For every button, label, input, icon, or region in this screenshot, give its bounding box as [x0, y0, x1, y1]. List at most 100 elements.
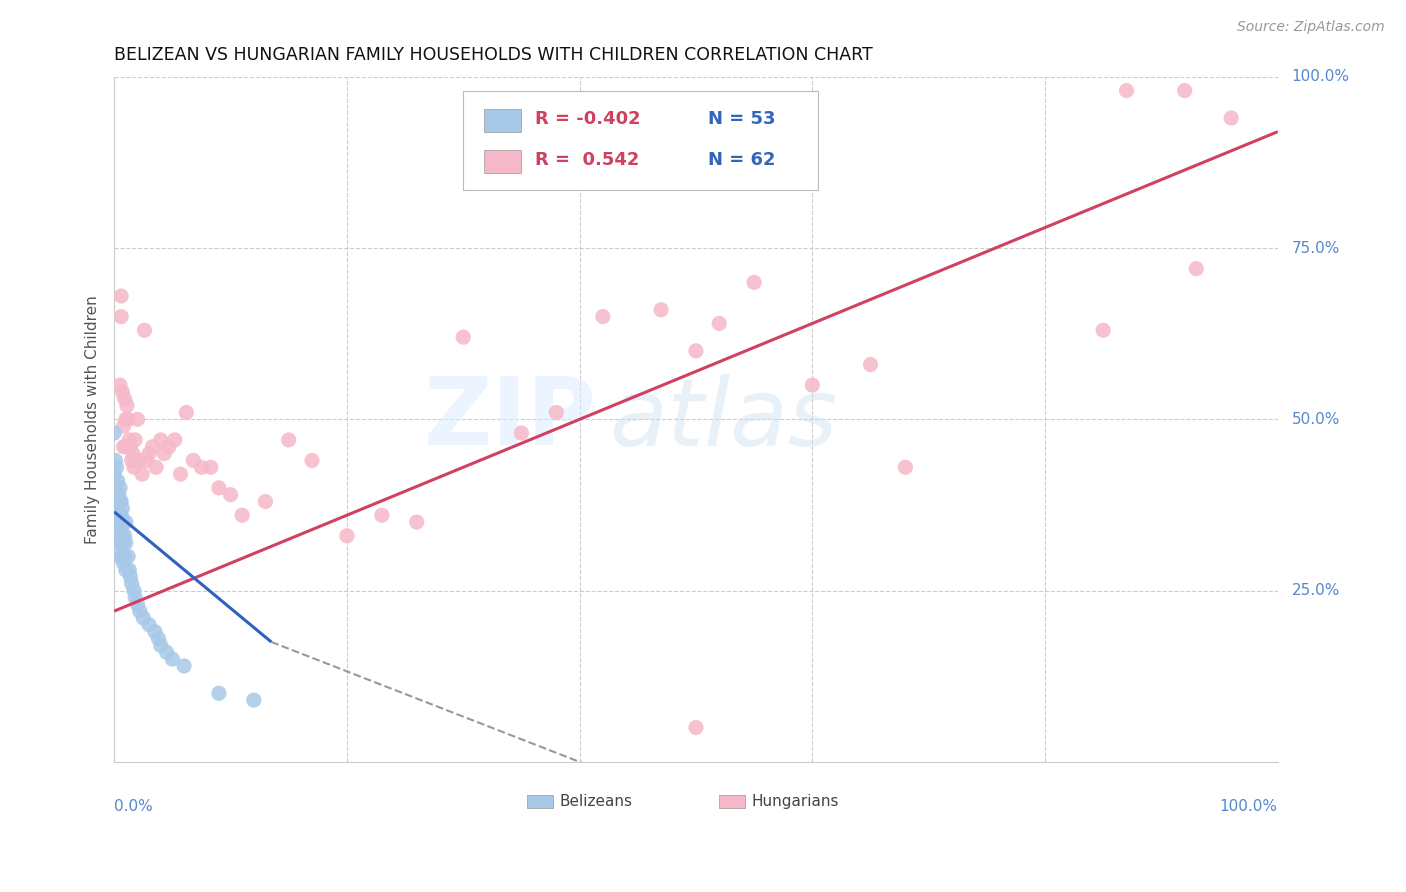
Point: [208, 481, 231, 495]
Point: [110, 494, 132, 508]
Point: [131, 467, 153, 482]
Point: [104, 453, 127, 467]
Point: [111, 501, 134, 516]
Point: [108, 535, 131, 549]
Point: [149, 433, 172, 447]
Point: [105, 494, 128, 508]
Point: [108, 522, 131, 536]
Point: [742, 276, 765, 290]
Text: 75.0%: 75.0%: [1292, 241, 1340, 256]
Point: [125, 453, 148, 467]
Point: [103, 467, 125, 482]
Point: [114, 549, 136, 564]
Point: [121, 446, 143, 460]
Text: Hungarians: Hungarians: [752, 794, 839, 809]
Point: [104, 481, 127, 495]
Point: [1174, 84, 1197, 98]
Point: [142, 440, 165, 454]
Text: BELIZEAN VS HUNGARIAN FAMILY HOUSEHOLDS WITH CHILDREN CORRELATION CHART: BELIZEAN VS HUNGARIAN FAMILY HOUSEHOLDS …: [114, 46, 873, 64]
Point: [108, 535, 131, 549]
Point: [121, 576, 143, 591]
Point: [138, 617, 160, 632]
Point: [155, 645, 177, 659]
Point: [122, 460, 145, 475]
Point: [1220, 111, 1243, 125]
Point: [110, 289, 132, 303]
Point: [127, 597, 149, 611]
Point: [143, 624, 166, 639]
Point: [451, 330, 474, 344]
Point: [114, 392, 136, 406]
Point: [650, 302, 672, 317]
Text: N = 53: N = 53: [707, 111, 775, 128]
Point: [859, 358, 882, 372]
Point: [592, 310, 614, 324]
Point: [112, 515, 135, 529]
Point: [231, 508, 253, 523]
Text: atlas: atlas: [609, 374, 837, 465]
Point: [122, 583, 145, 598]
Point: [117, 412, 139, 426]
Point: [108, 508, 131, 523]
Point: [108, 522, 131, 536]
Text: 100.0%: 100.0%: [1292, 70, 1350, 85]
Point: [173, 659, 195, 673]
Point: [894, 460, 917, 475]
Point: [107, 515, 129, 529]
Point: [115, 399, 138, 413]
Point: [153, 446, 176, 460]
Point: [107, 501, 129, 516]
Point: [336, 529, 359, 543]
Point: [108, 481, 131, 495]
Point: [138, 446, 160, 460]
FancyBboxPatch shape: [527, 795, 553, 808]
Point: [124, 591, 146, 605]
Point: [124, 433, 146, 447]
Point: [120, 440, 142, 454]
Point: [108, 488, 131, 502]
Point: [114, 563, 136, 577]
Point: [112, 556, 135, 570]
Point: [105, 460, 128, 475]
Point: [1115, 84, 1137, 98]
Point: [546, 405, 568, 419]
Text: 50.0%: 50.0%: [1292, 412, 1340, 427]
Point: [112, 440, 135, 454]
Point: [200, 460, 222, 475]
Point: [107, 474, 129, 488]
Text: N = 62: N = 62: [707, 152, 775, 169]
Point: [510, 425, 533, 440]
Point: [111, 384, 134, 399]
Point: [108, 508, 131, 523]
Point: [405, 515, 427, 529]
Point: [132, 611, 155, 625]
Text: 0.0%: 0.0%: [114, 799, 153, 814]
Point: [108, 494, 131, 508]
Text: Source: ZipAtlas.com: Source: ZipAtlas.com: [1237, 20, 1385, 34]
FancyBboxPatch shape: [484, 150, 522, 173]
Point: [118, 433, 141, 447]
Point: [103, 425, 125, 440]
Point: [110, 522, 132, 536]
Point: [111, 549, 134, 564]
Point: [243, 693, 266, 707]
Point: [685, 721, 707, 735]
Point: [108, 549, 131, 564]
Point: [108, 549, 131, 564]
Text: 100.0%: 100.0%: [1220, 799, 1278, 814]
Point: [301, 453, 323, 467]
FancyBboxPatch shape: [720, 795, 745, 808]
Point: [208, 686, 231, 700]
Point: [118, 563, 141, 577]
FancyBboxPatch shape: [463, 91, 818, 190]
Point: [128, 604, 150, 618]
Point: [801, 378, 824, 392]
Point: [110, 508, 132, 523]
Point: [112, 419, 135, 434]
Point: [114, 529, 136, 543]
Point: [112, 535, 135, 549]
Point: [181, 453, 204, 467]
Point: [254, 494, 277, 508]
Point: [135, 453, 157, 467]
Point: [163, 433, 186, 447]
